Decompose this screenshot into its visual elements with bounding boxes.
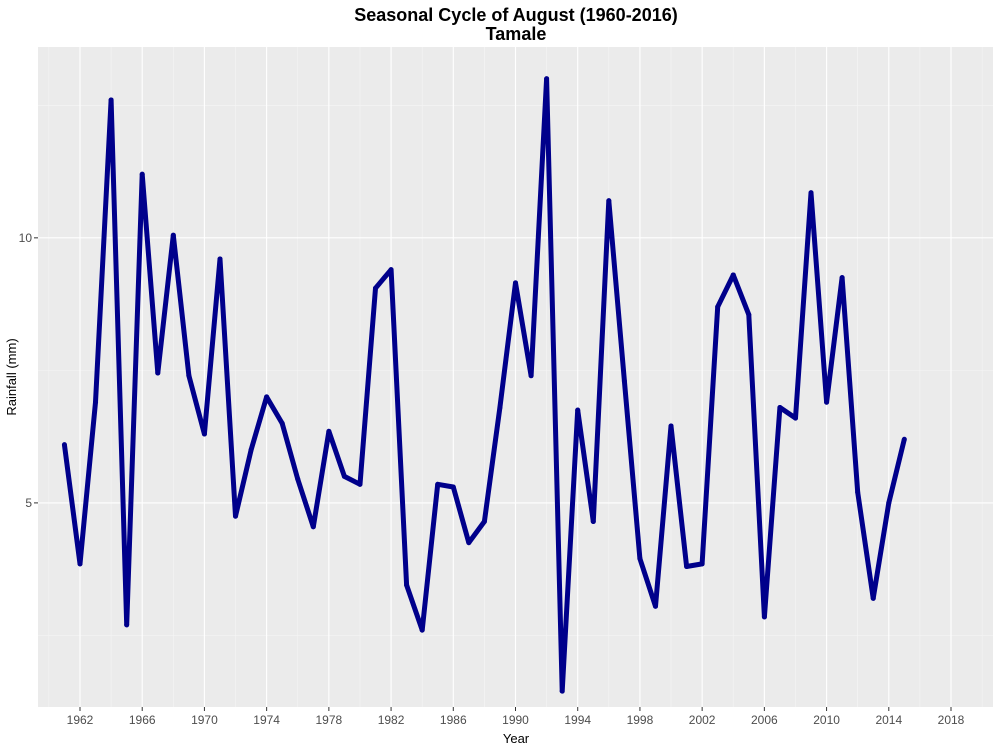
data-point bbox=[170, 232, 176, 238]
data-point bbox=[233, 513, 239, 519]
x-tick-label: 2014 bbox=[875, 713, 902, 727]
data-point bbox=[777, 404, 783, 410]
data-point bbox=[155, 370, 161, 376]
y-axis-title: Rainfall (mm) bbox=[4, 338, 19, 415]
data-point bbox=[528, 373, 534, 379]
data-point bbox=[139, 171, 145, 177]
data-point bbox=[730, 272, 736, 278]
data-point bbox=[652, 603, 658, 609]
data-point bbox=[61, 442, 67, 448]
data-point bbox=[590, 518, 596, 524]
data-point bbox=[699, 561, 705, 567]
data-point bbox=[497, 404, 503, 410]
data-point bbox=[901, 436, 907, 442]
x-tick-label: 1974 bbox=[253, 713, 280, 727]
chart-subtitle: Tamale bbox=[486, 24, 547, 44]
data-point bbox=[108, 97, 114, 103]
data-point bbox=[419, 627, 425, 633]
x-tick-label: 1982 bbox=[378, 713, 405, 727]
data-point bbox=[404, 582, 410, 588]
data-point bbox=[481, 518, 487, 524]
data-point bbox=[388, 267, 394, 273]
data-point bbox=[575, 407, 581, 413]
x-tick-label: 1970 bbox=[191, 713, 218, 727]
x-tick-label: 1978 bbox=[316, 713, 343, 727]
data-point bbox=[124, 622, 130, 628]
y-axis: 5 10 bbox=[19, 231, 38, 510]
data-point bbox=[606, 198, 612, 204]
data-point bbox=[637, 556, 643, 562]
x-tick-label: 1994 bbox=[564, 713, 591, 727]
data-point bbox=[295, 476, 301, 482]
data-point bbox=[839, 275, 845, 281]
data-point bbox=[341, 473, 347, 479]
data-point bbox=[559, 688, 565, 694]
data-point bbox=[186, 373, 192, 379]
data-point bbox=[792, 415, 798, 421]
x-axis: 1962 1966 1970 1974 1978 1982 1986 1990 1994 1998… bbox=[67, 707, 965, 727]
data-point bbox=[808, 190, 814, 196]
data-point bbox=[326, 428, 332, 434]
data-point bbox=[248, 447, 254, 453]
x-tick-label: 2006 bbox=[751, 713, 778, 727]
data-point bbox=[824, 399, 830, 405]
chart-title: Seasonal Cycle of August (1960-2016) bbox=[354, 5, 677, 25]
y-tick-label: 5 bbox=[25, 496, 32, 510]
x-tick-label: 1998 bbox=[627, 713, 654, 727]
data-point bbox=[77, 561, 83, 567]
data-point bbox=[715, 304, 721, 310]
data-point bbox=[373, 285, 379, 291]
data-point bbox=[870, 595, 876, 601]
data-point bbox=[513, 280, 518, 286]
y-tick-label: 10 bbox=[19, 231, 33, 245]
data-point bbox=[435, 481, 441, 487]
x-tick-label: 2002 bbox=[689, 713, 716, 727]
data-point bbox=[466, 540, 472, 546]
data-point bbox=[264, 394, 270, 400]
data-point bbox=[684, 564, 690, 570]
grid-layer bbox=[38, 47, 993, 707]
x-tick-label: 1990 bbox=[502, 713, 529, 727]
data-point bbox=[544, 76, 550, 82]
x-axis-title: Year bbox=[503, 731, 530, 746]
data-point bbox=[450, 484, 456, 490]
x-tick-label: 1962 bbox=[67, 713, 94, 727]
data-point bbox=[310, 524, 316, 530]
data-point bbox=[93, 399, 99, 405]
x-tick-label: 2010 bbox=[813, 713, 840, 727]
x-tick-label: 1986 bbox=[440, 713, 467, 727]
x-tick-label: 1966 bbox=[129, 713, 156, 727]
data-point bbox=[201, 431, 207, 437]
x-tick-label: 2018 bbox=[938, 713, 965, 727]
data-point bbox=[217, 256, 223, 262]
data-point bbox=[279, 420, 285, 426]
series-layer bbox=[61, 76, 907, 694]
data-point bbox=[668, 423, 674, 429]
data-point bbox=[761, 614, 767, 620]
data-point bbox=[357, 481, 363, 487]
data-point bbox=[886, 500, 892, 506]
data-point bbox=[855, 489, 861, 495]
data-point bbox=[621, 378, 627, 384]
data-point bbox=[746, 312, 752, 318]
